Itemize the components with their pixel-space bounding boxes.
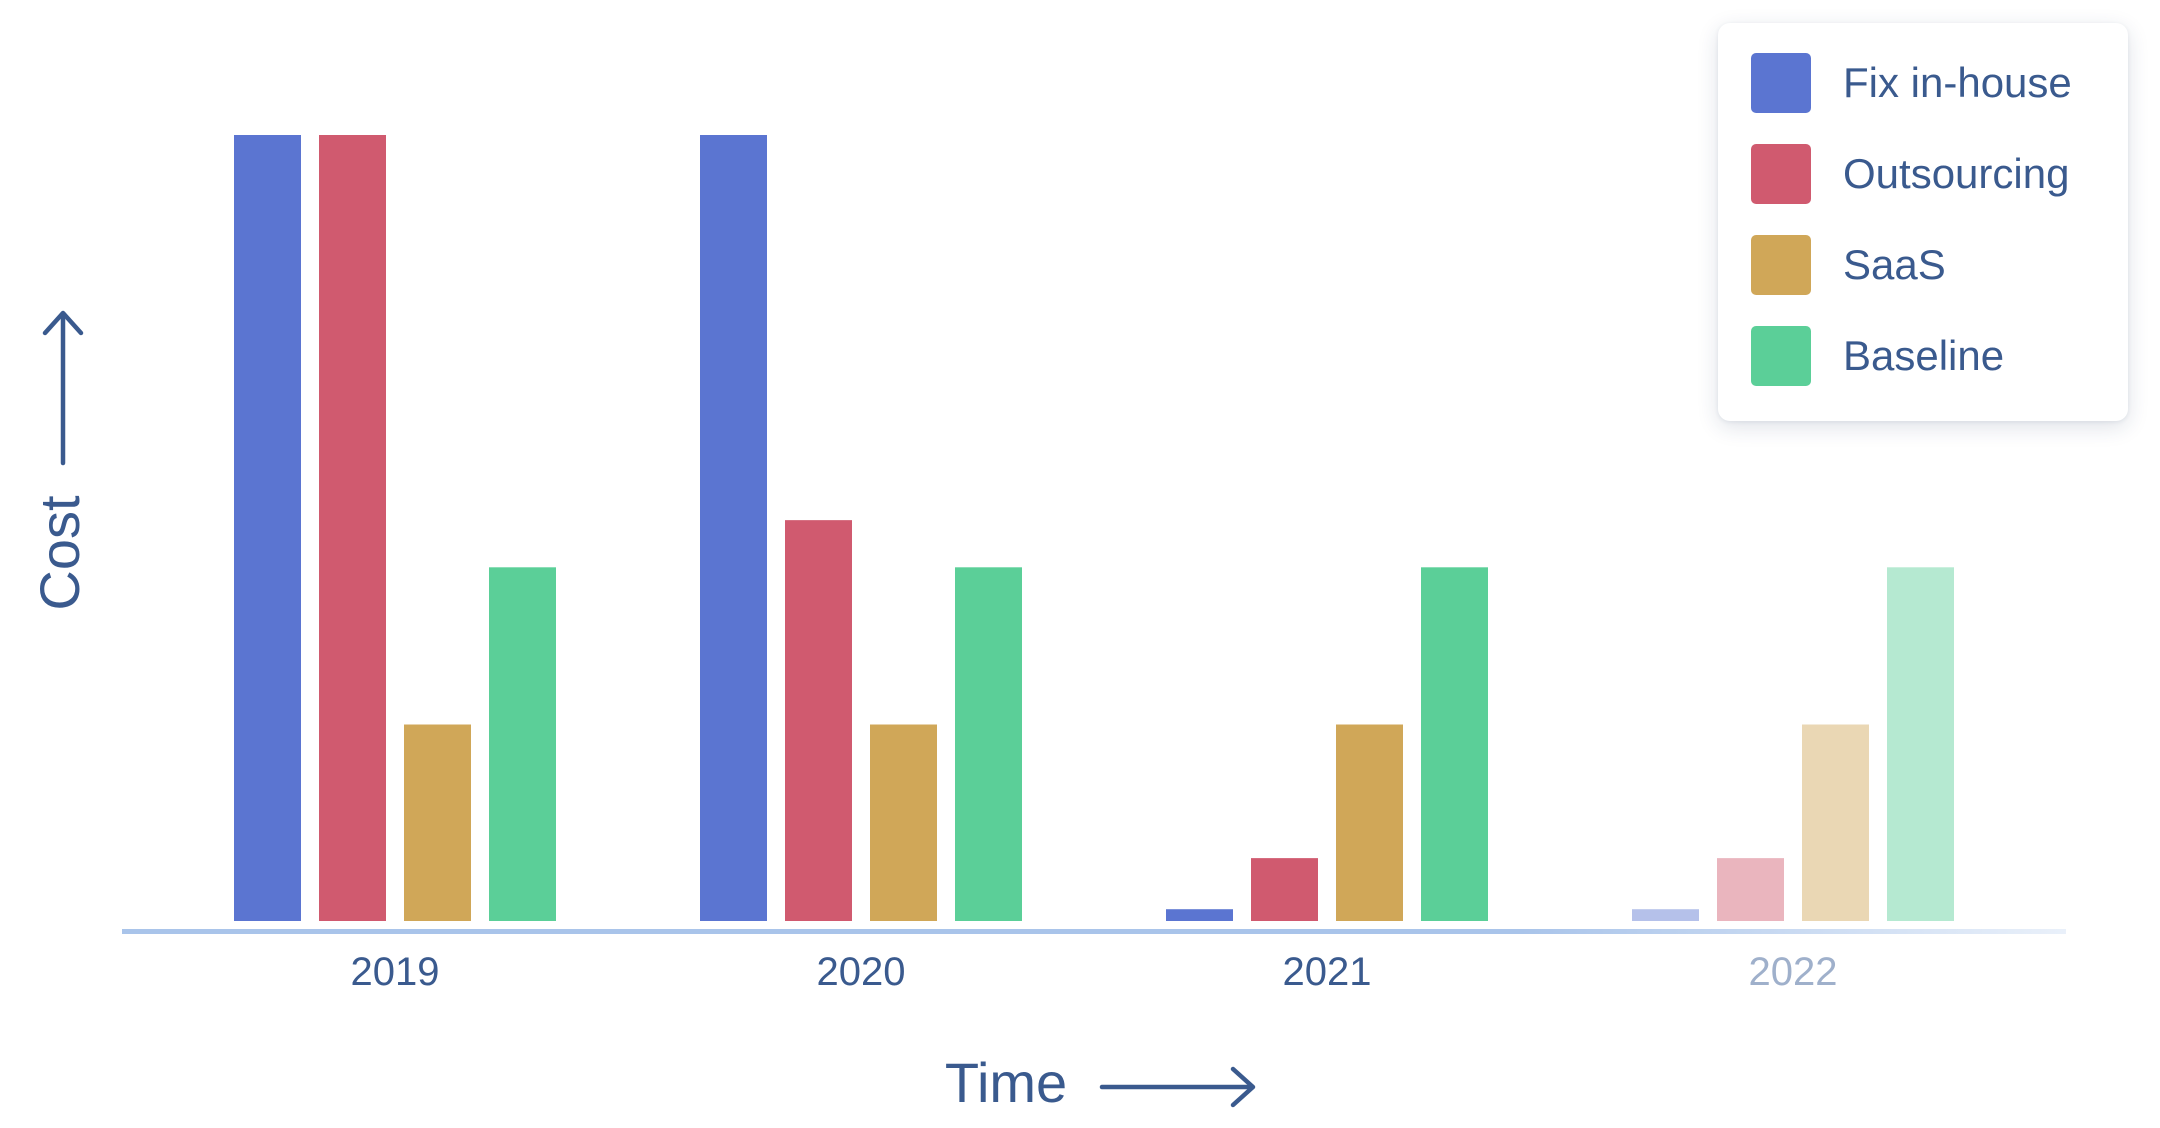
legend-label-saas: SaaS	[1843, 241, 1946, 288]
legend-item-baseline[interactable]: Baseline	[1751, 326, 2128, 386]
x-tick-label-2020: 2020	[817, 950, 906, 994]
legend-label-baseline: Baseline	[1843, 332, 2005, 379]
bar-outsourcing-2022	[1717, 858, 1784, 921]
y-axis-title-group: Cost	[28, 310, 91, 611]
legend-swatch-baseline	[1751, 326, 1811, 386]
x-tick-labels: 2019 2020 2021 2022	[351, 950, 1838, 994]
x-tick-label-2019: 2019	[351, 950, 440, 994]
bar-saas-2021	[1336, 724, 1403, 921]
bar-saas-2020	[870, 724, 937, 921]
y-axis-title: Cost	[28, 495, 91, 611]
legend-item-fix-in-house[interactable]: Fix in-house	[1751, 53, 2128, 113]
x-axis-line	[122, 929, 2066, 934]
x-axis-title-group: Time	[945, 1051, 1256, 1114]
legend-swatch-fix-in-house	[1751, 53, 1811, 113]
x-axis-title: Time	[945, 1051, 1067, 1114]
bar-saas-2019	[404, 724, 471, 921]
legend: Fix in-house Outsourcing SaaS Baseline	[1718, 23, 2128, 421]
legend-label-outsourcing: Outsourcing	[1843, 150, 2070, 197]
bar-outsourcing-2019	[319, 135, 386, 921]
bar-fix-in-house-2021	[1166, 909, 1233, 921]
bar-baseline-2019	[489, 567, 556, 921]
bar-fix-in-house-2019	[234, 135, 301, 921]
x-tick-label-2022: 2022	[1749, 950, 1838, 994]
bars-group	[234, 135, 1954, 921]
legend-swatch-saas	[1751, 235, 1811, 295]
bar-fix-in-house-2020	[700, 135, 767, 921]
bar-baseline-2020	[955, 567, 1022, 921]
bar-fix-in-house-2022	[1632, 909, 1699, 921]
legend-item-saas[interactable]: SaaS	[1751, 235, 2128, 295]
legend-label-fix-in-house: Fix in-house	[1843, 59, 2072, 106]
bar-saas-2022	[1802, 724, 1869, 921]
bar-baseline-2022	[1887, 567, 1954, 921]
bar-outsourcing-2020	[785, 520, 852, 921]
y-axis-arrow-icon	[42, 310, 84, 466]
bar-baseline-2021	[1421, 567, 1488, 921]
legend-swatch-outsourcing	[1751, 144, 1811, 204]
legend-item-outsourcing[interactable]: Outsourcing	[1751, 144, 2128, 204]
x-tick-label-2021: 2021	[1283, 950, 1372, 994]
bar-outsourcing-2021	[1251, 858, 1318, 921]
x-axis-arrow-icon	[1099, 1066, 1256, 1108]
